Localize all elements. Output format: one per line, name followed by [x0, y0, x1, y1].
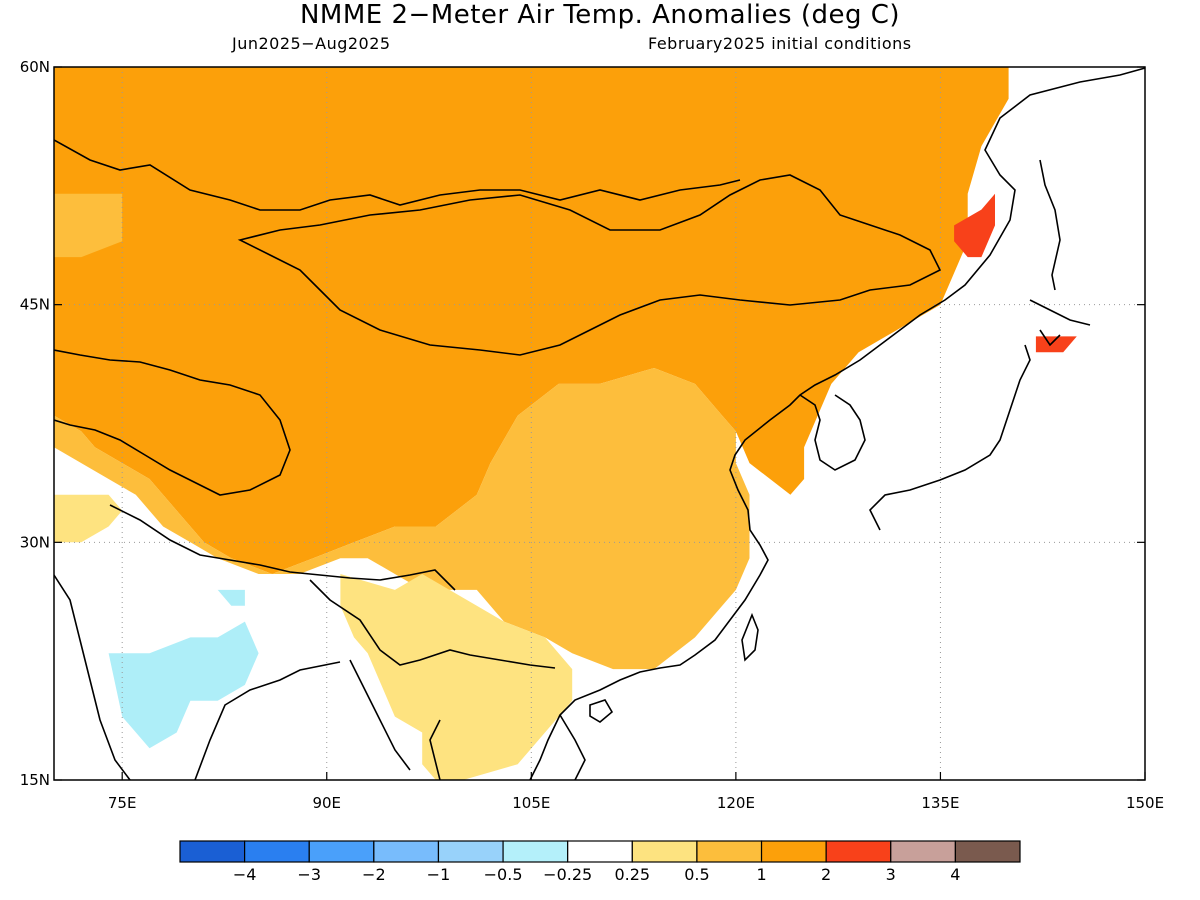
border-himalaya	[109, 504, 456, 591]
colorbar-label-2: −2	[362, 865, 386, 884]
colorbar-label-5: −0.25	[543, 865, 592, 884]
colorbar-label-1: −3	[297, 865, 321, 884]
colorbar-bin-8	[696, 840, 763, 863]
colorbar-bin-4	[437, 840, 504, 863]
colorbar-label-9: 2	[821, 865, 831, 884]
forecast-period: Jun2025−Aug2025	[232, 34, 391, 53]
colorbar-label-7: 0.5	[684, 865, 709, 884]
border-russia	[54, 139, 741, 211]
coastline-china	[529, 67, 1145, 780]
colorbar-label-11: 4	[950, 865, 960, 884]
colorbar-label-0: −4	[233, 865, 257, 884]
colorbar-bin-0	[179, 840, 246, 863]
colorbar-bin-10	[825, 840, 892, 863]
border-kazakhstan	[54, 349, 291, 496]
lat-label-0: 60N	[20, 58, 50, 76]
initial-conditions: February2025 initial conditions	[648, 34, 912, 53]
coastline-india	[54, 574, 341, 780]
colorbar-bin-7	[631, 840, 698, 863]
colorbar-label-8: 1	[756, 865, 766, 884]
colorbar: −4 −3 −2 −1 −0.5 −0.25 0.25 0.5 1 2 3 4	[179, 840, 1021, 884]
colorbar-label-3: −1	[427, 865, 451, 884]
map-frame	[53, 66, 1146, 781]
anomaly-region-4	[54, 494, 123, 543]
colorbar-bin-11	[890, 840, 956, 863]
lon-label-4: 135E	[921, 794, 959, 812]
coastline-indochina	[349, 659, 586, 780]
colorbar-label-10: 3	[886, 865, 896, 884]
anomaly-region-6	[217, 589, 245, 606]
axis-ticks: 60N 45N 30N 15N 75E 90E 105E 120E 135E 150E	[20, 58, 1164, 812]
lat-label-2: 30N	[20, 533, 50, 551]
lon-label-2: 105E	[512, 794, 550, 812]
anomaly-region-7	[954, 193, 995, 258]
colorbar-bin-12	[954, 840, 1021, 863]
coastline-korea	[799, 394, 866, 471]
map-gridlines	[54, 67, 1145, 780]
lon-label-5: 150E	[1126, 794, 1164, 812]
colorbar-bin-9	[760, 840, 827, 863]
colorbar-bin-1	[244, 840, 310, 863]
coastline-taiwan	[741, 612, 759, 662]
colorbar-label-4: −0.5	[484, 865, 523, 884]
lat-label-1: 45N	[20, 296, 50, 314]
colorbar-bin-6	[567, 840, 633, 863]
coastline-sakhalin	[1039, 159, 1061, 291]
page-title: NMME 2−Meter Air Temp. Anomalies (deg C)	[299, 0, 901, 30]
anomaly-region-2	[54, 193, 123, 258]
anomaly-region-5	[108, 621, 259, 749]
border-mongolia	[237, 174, 942, 356]
coastline-hainan	[589, 699, 614, 723]
colorbar-bin-2	[308, 840, 375, 863]
coastlines	[54, 67, 1145, 780]
colorbar-bin-3	[373, 840, 440, 863]
coastline-japan	[869, 299, 1091, 531]
lat-label-3: 15N	[20, 771, 50, 789]
colorbar-bin-5	[502, 840, 569, 863]
colorbar-label-6: 0.25	[614, 865, 650, 884]
anomaly-regions	[54, 67, 1077, 780]
lon-label-3: 120E	[717, 794, 755, 812]
anomaly-region-1	[54, 368, 750, 670]
border-china-se-asia	[309, 579, 556, 669]
lon-label-0: 75E	[108, 794, 137, 812]
anomaly-region-0	[54, 67, 1009, 574]
lon-label-1: 90E	[312, 794, 341, 812]
anomaly-region-3	[340, 574, 573, 780]
map-plot-area	[54, 67, 1145, 780]
